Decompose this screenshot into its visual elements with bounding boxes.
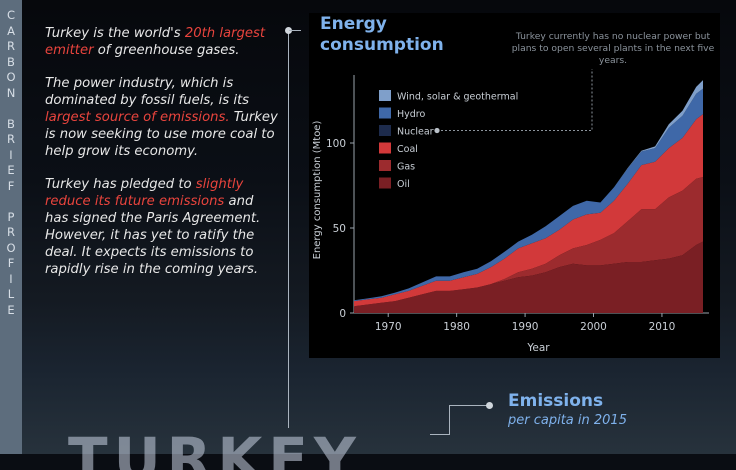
legend-label-gas: Gas: [397, 162, 415, 173]
legend-label-coal: Coal: [397, 144, 418, 155]
legend-swatch-coal: [379, 142, 391, 154]
legend-swatch-nuclear: [379, 125, 391, 136]
country-name-watermark: TURKEY: [68, 430, 362, 470]
area-series-oil[interactable]: [354, 241, 703, 313]
annotation-dot: [434, 127, 440, 134]
intro-paragraph-1: Turkey is the world's 20th largest emitt…: [45, 26, 266, 58]
area-series-gas[interactable]: [354, 177, 703, 307]
intro-paragraph-2: The power industry, which is dominated b…: [45, 76, 278, 159]
highlight-rank[interactable]: 20th largest emitter: [45, 26, 266, 58]
intro-paragraph-3: Turkey has pledged to slightly reduce it…: [45, 177, 261, 277]
emissions-connector-horizontal: [449, 405, 487, 406]
x-tick-label-1990: 1990: [512, 321, 539, 333]
nuclear-note: Turkey currently has no nuclear power bu…: [511, 31, 715, 66]
emissions-subtitle: per capita in 2015: [508, 413, 627, 428]
y-tick-label-100: 100: [326, 138, 346, 150]
legend-label-hydro: Hydro: [397, 109, 425, 120]
legend-swatch-gas: [379, 160, 391, 171]
emissions-dot: [486, 402, 493, 409]
emissions-connector-horizontal-2: [430, 434, 450, 435]
energy-consumption-chart: 1970 1980 1990 2000 2010 0 50 100 Year Energy con…: [312, 69, 709, 354]
annotation-leader-line: [441, 69, 593, 131]
y-tick-label-50: 50: [333, 223, 346, 235]
x-tick-label-2010: 2010: [649, 321, 676, 333]
intro-text: Turkey is the world's 20th largest emitt…: [45, 25, 280, 294]
highlight-pledge[interactable]: slightly reduce its future emissions: [45, 177, 244, 209]
legend-swatch-hydro: [379, 107, 391, 119]
x-tick-label-1970: 1970: [375, 321, 402, 333]
x-tick-label-1980: 1980: [443, 321, 470, 333]
x-axis-label: Year: [526, 342, 550, 354]
emissions-connector-vertical: [449, 405, 450, 435]
legend-label-oil: Oil: [397, 179, 410, 190]
emissions-title[interactable]: Emissions: [508, 391, 604, 411]
chart-title: Energy consumption: [320, 14, 444, 55]
y-axis-label: Energy consumption (Mtoe): [312, 121, 323, 260]
highlight-source[interactable]: largest source of emissions.: [45, 110, 230, 125]
legend-swatch-oil: [379, 177, 391, 189]
legend-swatch-wind-solar-geothermal: [379, 90, 391, 101]
connector-line-horizontal: [289, 30, 301, 31]
side-strip: [0, 0, 22, 454]
connector-line: [288, 30, 289, 428]
x-tick-label-2000: 2000: [580, 321, 607, 333]
connector-dot: [285, 27, 292, 34]
legend-label-nuclear: Nuclear: [397, 127, 434, 138]
legend-label-wind-solar-geothermal: Wind, solar & geothermal: [397, 92, 518, 103]
area-series-coal[interactable]: [354, 114, 703, 307]
y-tick-label-0: 0: [339, 308, 346, 320]
